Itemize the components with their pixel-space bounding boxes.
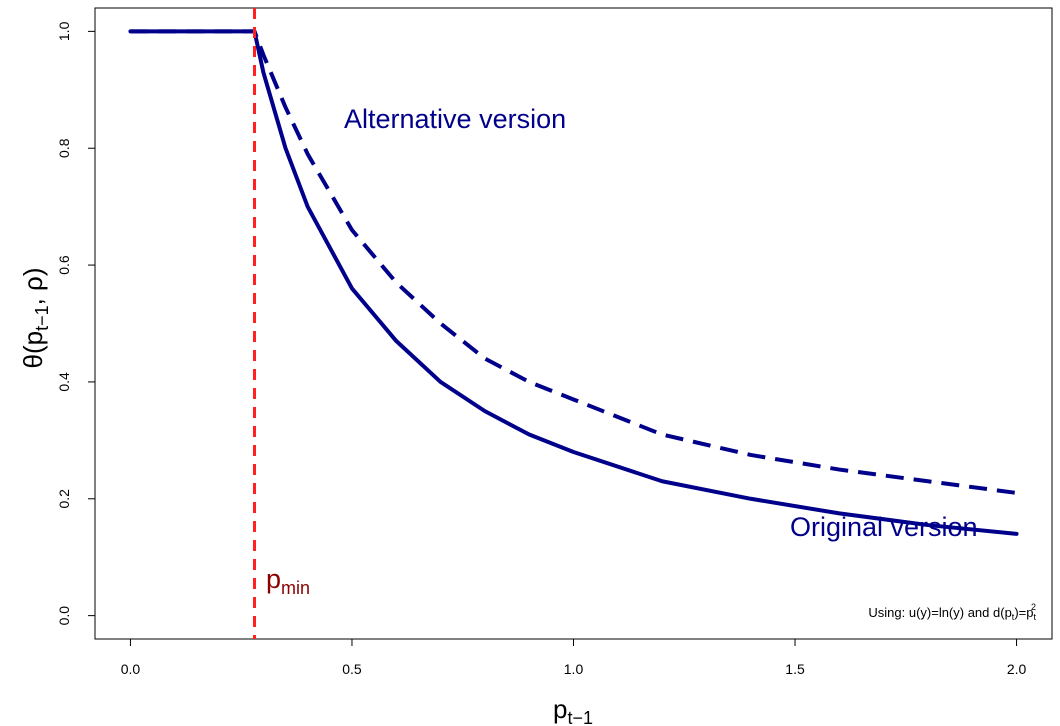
alternative-version-line xyxy=(130,29,1017,495)
y-tick-label: 0.0 xyxy=(56,606,72,626)
alternative-version-label: Alternative version xyxy=(344,104,566,134)
series-layer xyxy=(128,29,1019,536)
y-tick-label: 1.0 xyxy=(56,21,72,41)
x-axis-title: pt−1 xyxy=(553,694,593,726)
y-axis: 0.0 0.2 0.4 0.6 0.8 1.0 xyxy=(56,21,95,625)
utility-note: Using: u(y)=ln(y) and d(pt)=pt2 xyxy=(868,602,1036,622)
x-tick-label: 0.5 xyxy=(342,661,362,677)
x-tick-label: 1.0 xyxy=(564,661,584,677)
x-tick-label: 0.0 xyxy=(121,661,141,677)
y-axis-title: θ(pt−1, ρ) xyxy=(18,267,52,368)
y-tick-label: 0.8 xyxy=(56,138,72,158)
x-axis: 0.0 0.5 1.0 1.5 2.0 xyxy=(121,639,1027,677)
y-tick-label: 0.2 xyxy=(56,489,72,509)
original-version-label: Original version xyxy=(790,512,978,542)
original-version-line xyxy=(128,29,1019,536)
plot-frame xyxy=(94,7,1053,640)
y-tick-label: 0.6 xyxy=(56,255,72,275)
pmin-label: pmin xyxy=(266,564,310,598)
x-tick-label: 1.5 xyxy=(785,661,805,677)
y-tick-label: 0.4 xyxy=(56,372,72,392)
x-tick-label: 2.0 xyxy=(1007,661,1027,677)
